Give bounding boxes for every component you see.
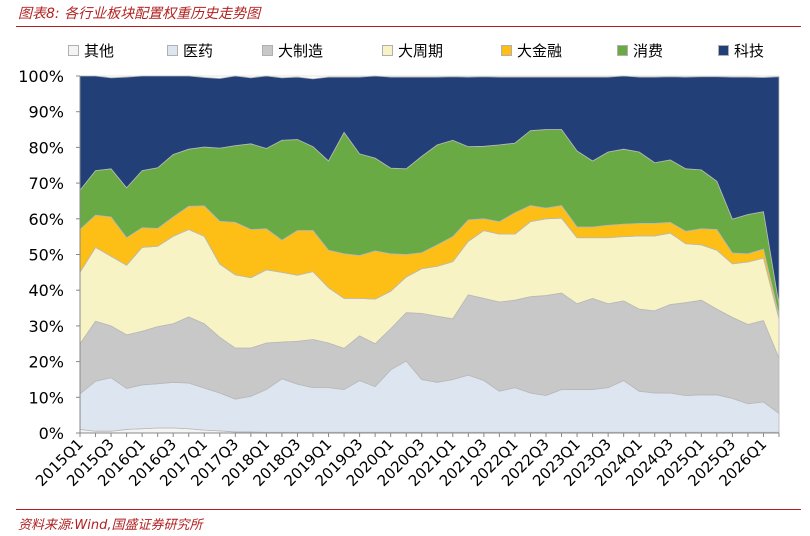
area-series-科技 xyxy=(79,75,780,305)
legend-item: 大金融 xyxy=(501,40,562,61)
stacked-area-chart: 0% 10% 20% 30% 40% 50% 60% 70% 80% 90% 100% 2015Q1… xyxy=(18,67,780,490)
x-axis: 2015Q12015Q32016Q12016Q32017Q12017Q32018… xyxy=(32,432,780,490)
legend-label: 消费 xyxy=(633,42,664,60)
legend-item: 大制造 xyxy=(262,40,323,61)
legend-label: 大周期 xyxy=(398,42,444,60)
area-series xyxy=(79,75,780,434)
title-rule xyxy=(16,26,801,27)
legend-swatch xyxy=(617,45,628,56)
figure-title: 图表8: 各行业板块配置权重历史走势图 xyxy=(18,6,261,22)
y-tick-label: 60% xyxy=(28,210,64,229)
legend-swatch xyxy=(68,45,79,56)
y-tick-label: 70% xyxy=(28,174,64,193)
y-tick-label: 90% xyxy=(28,103,64,122)
legend-swatch xyxy=(382,45,393,56)
legend-item: 大周期 xyxy=(382,40,443,61)
y-axis: 0% 10% 20% 30% 40% 50% 60% 70% 80% 90% 100% xyxy=(18,67,81,443)
y-tick-label: 20% xyxy=(28,353,64,372)
y-tick-label: 100% xyxy=(18,67,64,86)
legend-label: 大金融 xyxy=(517,42,563,60)
y-tick-label: 30% xyxy=(28,317,64,336)
legend-item: 消费 xyxy=(617,40,663,61)
legend-swatch xyxy=(718,45,729,56)
legend-swatch xyxy=(501,45,512,56)
legend-label: 医药 xyxy=(183,42,214,60)
legend-label: 科技 xyxy=(734,42,765,60)
legend-swatch xyxy=(262,45,273,56)
legend-item: 科技 xyxy=(718,40,764,61)
source-rule xyxy=(16,509,801,510)
chart-legend: 其他 医药 大制造 大周期 大金融 消费 科技 xyxy=(0,40,810,64)
legend-swatch xyxy=(167,45,178,56)
y-tick-label: 50% xyxy=(28,246,64,265)
y-tick-label: 80% xyxy=(28,138,64,157)
source-note: 资料来源:Wind,国盛证券研究所 xyxy=(18,518,203,533)
legend-label: 其他 xyxy=(84,42,115,60)
legend-item: 其他 xyxy=(68,40,114,61)
legend-label: 大制造 xyxy=(278,42,324,60)
y-tick-label: 0% xyxy=(39,424,64,443)
y-tick-label: 40% xyxy=(28,281,64,300)
legend-item: 医药 xyxy=(167,40,213,61)
y-tick-label: 10% xyxy=(28,388,64,407)
